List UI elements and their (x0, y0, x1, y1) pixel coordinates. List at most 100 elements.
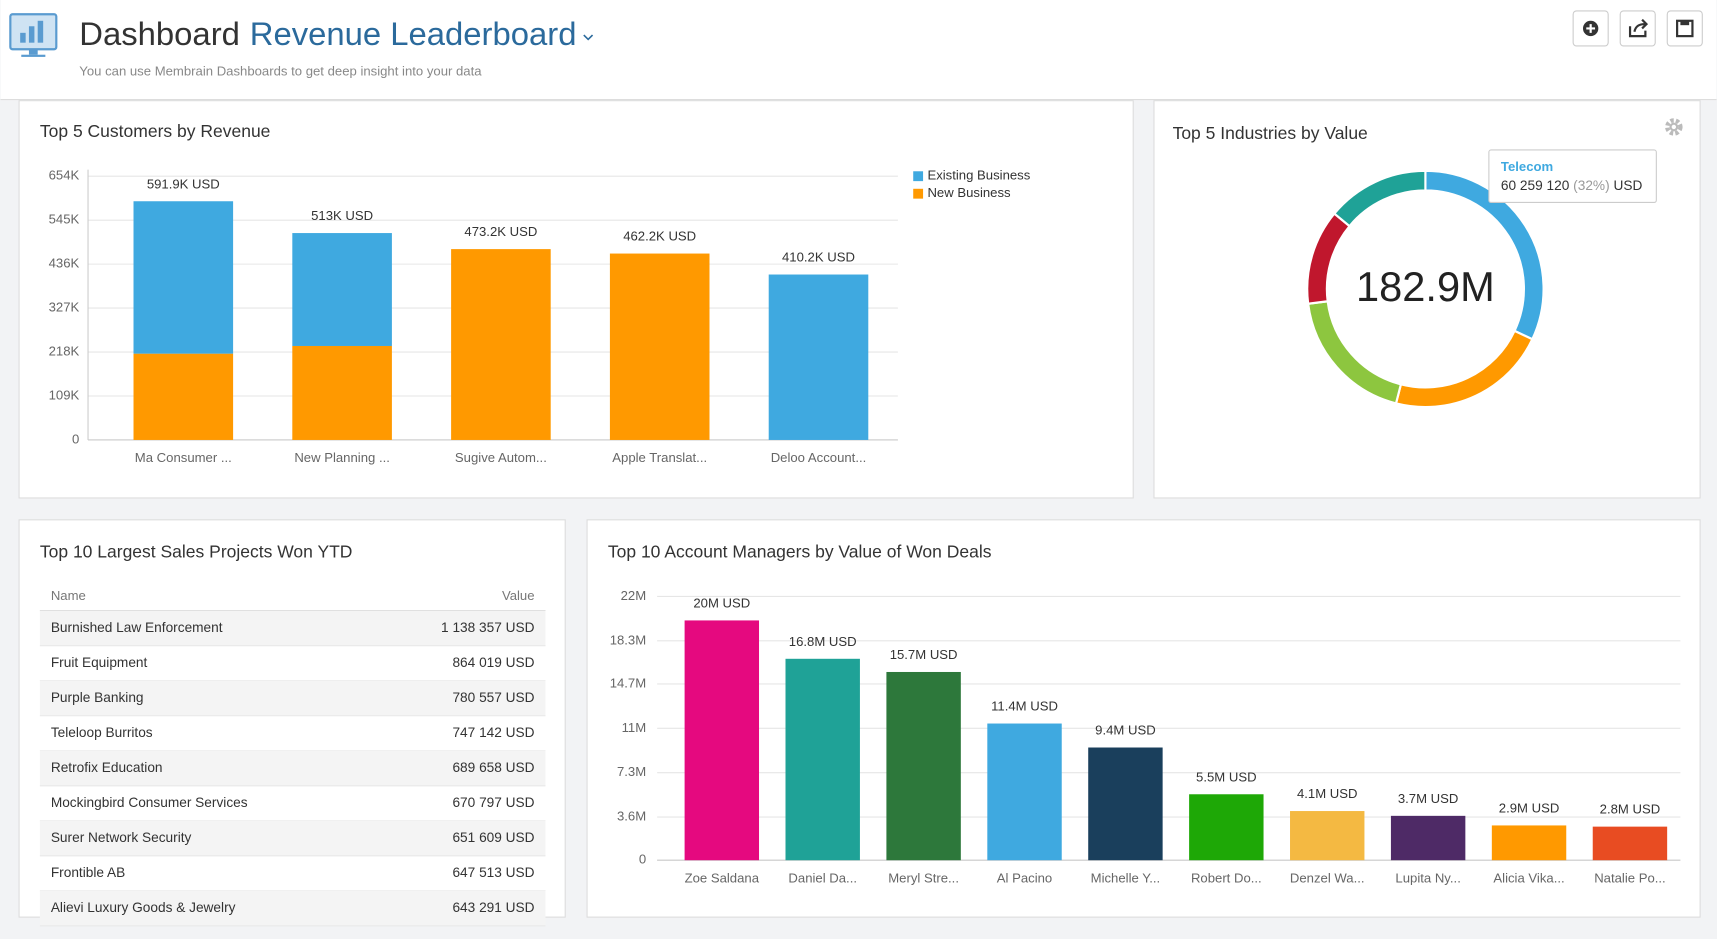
row-background (39, 890, 546, 926)
bar (785, 658, 860, 861)
y-tick-label: 0 (639, 852, 646, 867)
cell-value: 864 019 USD (452, 655, 534, 670)
x-tick-label: Denzel Wa... (1290, 870, 1365, 885)
panel (18, 519, 566, 918)
legend-swatch (913, 171, 924, 182)
cell-name: Fruit Equipment (51, 655, 148, 670)
page-subtitle: You can use Membrain Dashboards to get d… (79, 64, 482, 79)
title-prefix: Dashboard (79, 15, 240, 52)
x-tick-label: Deloo Account... (771, 450, 867, 465)
cell-name: Teleloop Burritos (51, 725, 153, 740)
bar (886, 671, 961, 861)
x-tick-label: Daniel Da... (788, 870, 857, 885)
donut-segment (1332, 169, 1427, 228)
value-label: 9.4M USD (1095, 723, 1156, 738)
cell-value: 747 142 USD (452, 725, 534, 740)
panel-title: Top 10 Largest Sales Projects Won YTD (40, 541, 353, 561)
legend-label: New Business (927, 185, 1011, 200)
tooltip-unit: USD (1613, 178, 1642, 193)
cell-value: 780 557 USD (452, 690, 534, 705)
cell-name: Mockingbird Consumer Services (51, 795, 248, 810)
cell-value: 670 797 USD (452, 795, 534, 810)
cell-value: 647 513 USD (452, 865, 534, 880)
y-tick-label: 0 (72, 431, 79, 446)
bar-segment (768, 274, 869, 440)
panel-title: Top 5 Industries by Value (1173, 123, 1368, 143)
cell-value: 1 138 357 USD (441, 620, 535, 635)
value-label: 2.8M USD (1600, 802, 1661, 817)
x-tick-label: Robert Do... (1191, 870, 1262, 885)
bar-segment (451, 249, 551, 440)
value-label: 16.8M USD (789, 634, 857, 649)
x-tick-label: Lupita Ny... (1395, 870, 1460, 885)
y-tick-label: 545K (49, 212, 80, 227)
total-label: 410.2K USD (782, 250, 855, 265)
value-label: 3.7M USD (1398, 791, 1459, 806)
y-tick-label: 218K (49, 344, 80, 359)
dashboard-caret[interactable] (583, 34, 594, 41)
x-tick-label: Apple Translat... (612, 450, 707, 465)
cell-name: Surer Network Security (51, 830, 192, 845)
row-background (39, 610, 546, 646)
add-button[interactable] (1572, 10, 1609, 47)
x-tick-label: Meryl Stre... (888, 870, 959, 885)
y-tick-label: 3.6M (617, 809, 646, 824)
bar (1290, 811, 1365, 861)
cell-name: Burnished Law Enforcement (51, 620, 223, 635)
value-label: 4.1M USD (1297, 786, 1358, 801)
cell-value: 651 609 USD (452, 830, 534, 845)
bar (1189, 794, 1264, 861)
share-button[interactable] (1619, 10, 1656, 47)
tooltip-value: 60 259 120 (32%) USD (1501, 178, 1643, 193)
panel-title: Top 5 Customers by Revenue (40, 121, 271, 141)
bar-segment (133, 201, 234, 354)
y-tick-label: 22M (621, 588, 647, 603)
bar (684, 620, 760, 861)
donut-center-label: 182.9M (1356, 263, 1495, 310)
tooltip-share: (32%) (1573, 178, 1609, 193)
legend-label: Existing Business (927, 168, 1030, 183)
total-label: 513K USD (311, 208, 373, 223)
y-tick-label: 18.3M (610, 632, 646, 647)
dashboard-icon (9, 13, 58, 57)
x-tick-label: Alicia Vika... (1493, 870, 1564, 885)
value-label: 15.7M USD (890, 647, 958, 662)
y-tick-label: 7.3M (617, 764, 646, 779)
bar (1491, 825, 1567, 861)
x-tick-label: Zoe Saldana (685, 870, 760, 885)
row-background (39, 750, 546, 786)
dashboard-name[interactable]: Revenue Leaderboard (250, 15, 577, 52)
y-tick-label: 654K (49, 168, 80, 183)
cell-value: 689 658 USD (452, 760, 534, 775)
cell-name: Retrofix Education (51, 760, 163, 775)
bar-segment (133, 353, 234, 440)
total-label: 473.2K USD (464, 224, 537, 239)
y-tick-label: 327K (49, 300, 80, 315)
header-bar (0, 0, 1717, 100)
x-tick-label: Michelle Y... (1091, 870, 1161, 885)
y-tick-label: 436K (49, 256, 80, 271)
legend-swatch (913, 188, 924, 199)
bar-segment (292, 345, 392, 440)
total-label: 591.9K USD (147, 176, 220, 191)
value-label: 5.5M USD (1196, 769, 1257, 784)
x-tick-label: New Planning ... (294, 450, 390, 465)
total-label: 462.2K USD (623, 229, 696, 244)
settings-icon[interactable] (1665, 118, 1683, 136)
row-background (39, 680, 546, 716)
y-tick-label: 11M (622, 720, 647, 735)
cell-name: Alievi Luxury Goods & Jewelry (51, 900, 236, 915)
bar (987, 723, 1062, 861)
cell-value: 643 291 USD (452, 900, 534, 915)
cell-name: Frontible AB (51, 865, 125, 880)
y-tick-label: 109K (49, 387, 80, 402)
x-tick-label: Ma Consumer ... (135, 450, 232, 465)
save-button[interactable] (1666, 10, 1703, 47)
bar (1592, 826, 1668, 861)
bar-segment (609, 253, 710, 440)
bar-segment (292, 233, 392, 346)
row-background (39, 820, 546, 856)
bar (1088, 747, 1163, 861)
